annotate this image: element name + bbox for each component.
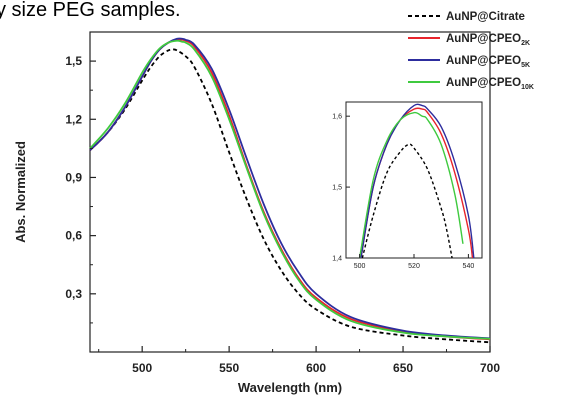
- y-axis-label: Abs. Normalized: [13, 141, 28, 243]
- y-tick-label: 0,9: [65, 170, 82, 184]
- x-tick-label: 700: [480, 361, 500, 375]
- main-axis-ticks: 500 550 600 650 700 0,3 0,6 0,9 1,2 1,5: [65, 54, 500, 375]
- caption-fragment: y size PEG samples.: [0, 0, 181, 21]
- y-tick-label: 0,3: [65, 287, 82, 301]
- inset-curves: [358, 103, 475, 259]
- legend-label-aunp-cpeo10k: AuNP@CPEO10K: [446, 77, 534, 91]
- x-tick-label: 550: [219, 361, 239, 375]
- inset-series-line-aunp-cpeo10k: [358, 111, 464, 259]
- y-tick-label: 1,5: [65, 54, 82, 68]
- inset-plot: 500 520 540 1,4 1,5 1,6: [332, 101, 483, 270]
- x-tick-label: 650: [393, 361, 413, 375]
- legend-label-aunp-citrate: AuNP@Citrate: [446, 11, 525, 23]
- plot-frame: [89, 31, 491, 353]
- legend: AuNP@Citrate AuNP@CPEO2K AuNP@CPEO5K AuNP@C…: [408, 11, 534, 91]
- x-tick-label: 500: [132, 361, 152, 375]
- main-curves: [89, 37, 491, 344]
- inset-x-tick-label: 520: [408, 263, 420, 270]
- inset-series-line-aunp-cpeo5k: [360, 103, 475, 259]
- x-axis-label: Wavelength (nm): [238, 380, 342, 395]
- inset-y-tick-label: 1,6: [332, 114, 342, 121]
- inset-y-tick-label: 1,4: [332, 256, 342, 263]
- series-line-aunp-cpeo5k: [89, 37, 491, 340]
- inset-y-tick-label: 1,5: [332, 185, 342, 192]
- legend-label-aunp-cpeo2k: AuNP@CPEO2K: [446, 33, 530, 47]
- legend-label-aunp-cpeo5k: AuNP@CPEO5K: [446, 55, 530, 69]
- inset-x-tick-label: 540: [463, 263, 475, 270]
- inset-series-line-aunp-citrate: [361, 143, 453, 259]
- inset-x-tick-label: 500: [354, 263, 366, 270]
- y-tick-label: 1,2: [65, 112, 82, 126]
- inset-axis-ticks: 500 520 540 1,4 1,5 1,6: [332, 114, 474, 270]
- y-tick-label: 0,6: [65, 229, 82, 243]
- x-tick-label: 600: [306, 361, 326, 375]
- series-line-aunp-cpeo10k: [89, 39, 491, 340]
